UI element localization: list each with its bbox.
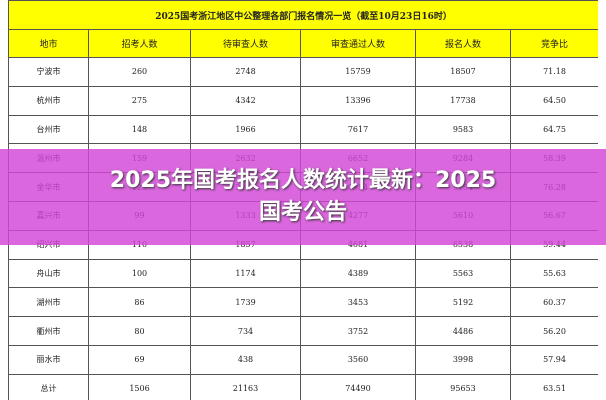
table-row: 总计 1506 21163 74490 95653 63.51 (8, 373, 598, 400)
banner-text: 2025年国考报名人数统计最新：2025国考公告 (109, 168, 497, 225)
table-cell: 438 (190, 344, 301, 375)
table-row: 宁波市 260 2748 15759 18507 71.18 (8, 57, 598, 87)
table-cell: 86 (88, 287, 191, 318)
table-cell: 5563 (415, 258, 511, 289)
table-row: 杭州市 275 4342 13396 17738 64.50 (8, 85, 598, 116)
table-cell: 56.20 (509, 316, 598, 346)
table-cell: 总计 (8, 373, 89, 400)
table-cell: 734 (190, 316, 301, 346)
table-cell: 宁波市 (8, 57, 89, 87)
table-row: 台州市 148 1966 7617 9583 64.75 (8, 114, 598, 145)
table-cell: 148 (88, 114, 191, 145)
title-row: 2025国考浙江地区中公整理各部门报名情况一览（截至10月23日16时） (8, 0, 598, 30)
table-cell: 4342 (190, 85, 301, 116)
table-cell: 60.37 (509, 287, 598, 318)
table-cell: 1506 (88, 373, 191, 400)
header-cell: 待审查人数 (190, 29, 301, 58)
table-cell: 3998 (415, 344, 511, 375)
table-title: 2025国考浙江地区中公整理各部门报名情况一览（截至10月23日16时） (8, 0, 598, 30)
table-cell: 21163 (190, 373, 301, 400)
table-cell: 丽水市 (8, 344, 89, 375)
table-cell: 1739 (190, 287, 301, 318)
table-cell: 64.75 (509, 114, 598, 145)
table-cell: 1966 (190, 114, 301, 145)
table-cell: 3560 (300, 344, 416, 375)
table-cell: 100 (88, 258, 191, 289)
table-cell: 湖州市 (8, 287, 89, 318)
table-row: 舟山市 100 1174 4389 5563 55.63 (8, 258, 598, 289)
table-cell: 74490 (300, 373, 416, 400)
table-cell: 71.18 (509, 57, 598, 87)
table-cell: 15759 (300, 57, 416, 87)
table-cell: 1174 (190, 258, 301, 289)
table-cell: 3453 (300, 287, 416, 318)
header-cell: 竞争比 (509, 29, 598, 58)
table-cell: 260 (88, 57, 191, 87)
table-cell: 55.63 (509, 258, 598, 289)
table-cell: 95653 (415, 373, 511, 400)
table-cell: 69 (88, 344, 191, 375)
table-cell: 18507 (415, 57, 511, 87)
header-cell: 审查通过人数 (300, 29, 416, 58)
header-cell: 地市 (8, 29, 89, 58)
table-cell: 4486 (415, 316, 511, 346)
table-row: 湖州市 86 1739 3453 5192 60.37 (8, 287, 598, 318)
table-cell: 7617 (300, 114, 416, 145)
header-cell: 招考人数 (88, 29, 191, 58)
table-cell: 杭州市 (8, 85, 89, 116)
table-row: 衢州市 80 734 3752 4486 56.20 (8, 316, 598, 346)
table-row: 丽水市 69 438 3560 3998 57.94 (8, 344, 598, 375)
table-cell: 5192 (415, 287, 511, 318)
table-cell: 63.51 (509, 373, 598, 400)
table-cell: 17738 (415, 85, 511, 116)
table-cell: 3752 (300, 316, 416, 346)
table-cell: 80 (88, 316, 191, 346)
table-cell: 台州市 (8, 114, 89, 145)
table-cell: 9583 (415, 114, 511, 145)
table-cell: 4389 (300, 258, 416, 289)
banner: 2025年国考报名人数统计最新：2025国考公告 (0, 149, 606, 245)
table-cell: 13396 (300, 85, 416, 116)
table-cell: 舟山市 (8, 258, 89, 289)
header-row: 地市 招考人数 待审查人数 审查通过人数 报名人数 竞争比 (8, 29, 598, 58)
table-cell: 2748 (190, 57, 301, 87)
table-cell: 64.50 (509, 85, 598, 116)
table-cell: 衢州市 (8, 316, 89, 346)
table-cell: 275 (88, 85, 191, 116)
table-cell: 57.94 (509, 344, 598, 375)
header-cell: 报名人数 (415, 29, 511, 58)
